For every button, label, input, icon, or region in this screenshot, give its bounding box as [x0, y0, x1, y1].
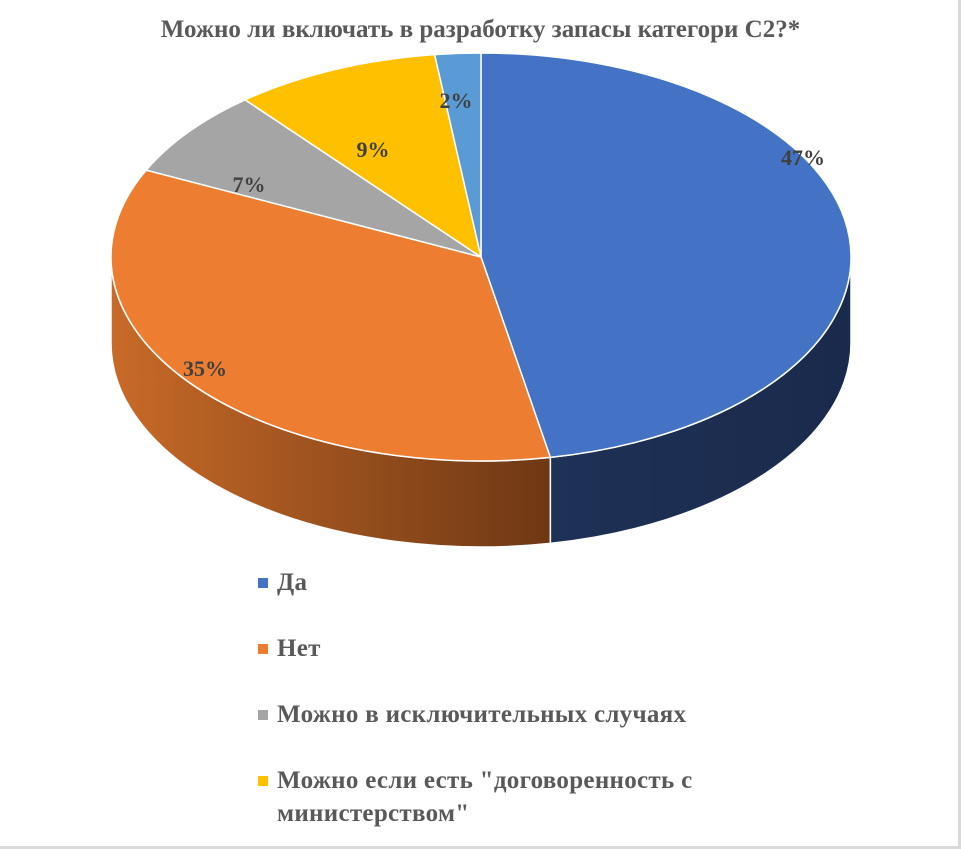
pie-slice [480, 52, 852, 459]
legend-swatch-icon [258, 710, 268, 720]
data-label: 35% [183, 356, 227, 381]
pie-slice [244, 53, 482, 258]
legend-label: Нет [277, 635, 321, 662]
legend-item-da: Да [258, 566, 778, 599]
pie-chart: 47% 35% 7% 9% 2% [110, 52, 852, 548]
legend-label: Да [277, 569, 308, 596]
legend-swatch-icon [258, 644, 268, 654]
data-label: 7% [233, 172, 266, 197]
pie-slice [145, 99, 482, 258]
legend-label: Можно в исключительных случаях [277, 701, 687, 728]
legend-swatch-icon [258, 578, 268, 588]
data-label: 47% [781, 145, 825, 170]
legend-swatch-icon [258, 776, 268, 786]
legend-item-exceptional: Можно в исключительных случаях [258, 698, 778, 731]
pie-slice [110, 169, 552, 462]
chart-title: Можно ли включать в разработку запасы ка… [160, 16, 801, 43]
data-label: 9% [357, 137, 390, 162]
legend-label: Можно если есть "договоренность с минист… [277, 767, 693, 827]
pie-slice [433, 52, 482, 258]
legend-item-net: Нет [258, 632, 778, 665]
legend-item-agreement: Можно если есть "договоренность с минист… [258, 764, 778, 830]
legend: Да Нет Можно в исключительных случаях Мо… [258, 566, 778, 863]
data-label: 2% [440, 88, 473, 113]
